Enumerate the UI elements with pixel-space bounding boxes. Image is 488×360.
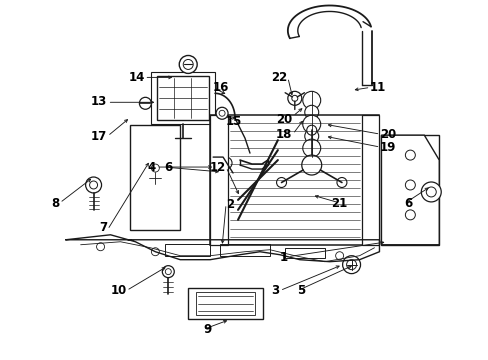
Circle shape bbox=[276, 177, 286, 188]
Circle shape bbox=[301, 155, 321, 175]
Circle shape bbox=[165, 269, 171, 275]
Circle shape bbox=[220, 157, 232, 169]
Circle shape bbox=[342, 256, 360, 274]
Text: 1: 1 bbox=[279, 251, 287, 264]
Circle shape bbox=[302, 115, 320, 133]
Circle shape bbox=[426, 187, 435, 197]
Circle shape bbox=[302, 91, 320, 109]
Text: 20: 20 bbox=[379, 127, 395, 141]
Text: 14: 14 bbox=[128, 71, 144, 84]
Bar bbox=[210, 115, 227, 245]
Text: 16: 16 bbox=[212, 81, 229, 94]
Bar bbox=[285, 248, 324, 258]
Bar bbox=[361, 115, 379, 245]
Circle shape bbox=[302, 139, 320, 157]
Circle shape bbox=[162, 266, 174, 278]
Bar bbox=[130, 125, 180, 230]
Circle shape bbox=[179, 55, 197, 73]
Text: 6: 6 bbox=[404, 197, 412, 210]
Bar bbox=[381, 135, 438, 245]
Text: 12: 12 bbox=[209, 161, 225, 174]
Text: 6: 6 bbox=[164, 161, 172, 174]
Text: 4: 4 bbox=[147, 161, 156, 174]
Circle shape bbox=[304, 129, 318, 143]
Text: 5: 5 bbox=[297, 284, 305, 297]
Circle shape bbox=[306, 125, 316, 135]
Circle shape bbox=[219, 110, 224, 116]
Text: 18: 18 bbox=[275, 127, 292, 141]
Bar bbox=[157, 76, 209, 120]
Circle shape bbox=[139, 97, 151, 109]
Bar bbox=[196, 292, 254, 315]
Bar bbox=[188, 288, 263, 319]
Circle shape bbox=[346, 260, 356, 270]
Bar bbox=[220, 244, 269, 256]
Text: 3: 3 bbox=[271, 284, 279, 297]
Text: 11: 11 bbox=[369, 81, 386, 94]
Circle shape bbox=[216, 107, 227, 119]
Circle shape bbox=[287, 91, 301, 105]
Text: 22: 22 bbox=[270, 71, 287, 84]
Text: 21: 21 bbox=[331, 197, 347, 210]
Circle shape bbox=[421, 182, 440, 202]
Circle shape bbox=[85, 177, 102, 193]
Text: 2: 2 bbox=[225, 198, 234, 211]
Text: 20: 20 bbox=[275, 113, 292, 126]
Text: 9: 9 bbox=[203, 323, 211, 336]
Circle shape bbox=[183, 59, 193, 69]
Text: 15: 15 bbox=[225, 116, 242, 129]
Text: 19: 19 bbox=[379, 140, 395, 153]
Bar bbox=[210, 115, 379, 245]
Text: 13: 13 bbox=[91, 95, 107, 108]
Text: 10: 10 bbox=[110, 284, 126, 297]
Bar bbox=[151, 72, 215, 124]
Text: 7: 7 bbox=[99, 221, 107, 234]
Bar bbox=[165, 244, 210, 256]
Text: 17: 17 bbox=[91, 130, 107, 143]
Circle shape bbox=[291, 95, 297, 101]
Polygon shape bbox=[381, 135, 438, 245]
Circle shape bbox=[336, 177, 346, 188]
Circle shape bbox=[304, 105, 318, 119]
Circle shape bbox=[89, 181, 98, 189]
Text: 8: 8 bbox=[51, 197, 59, 210]
